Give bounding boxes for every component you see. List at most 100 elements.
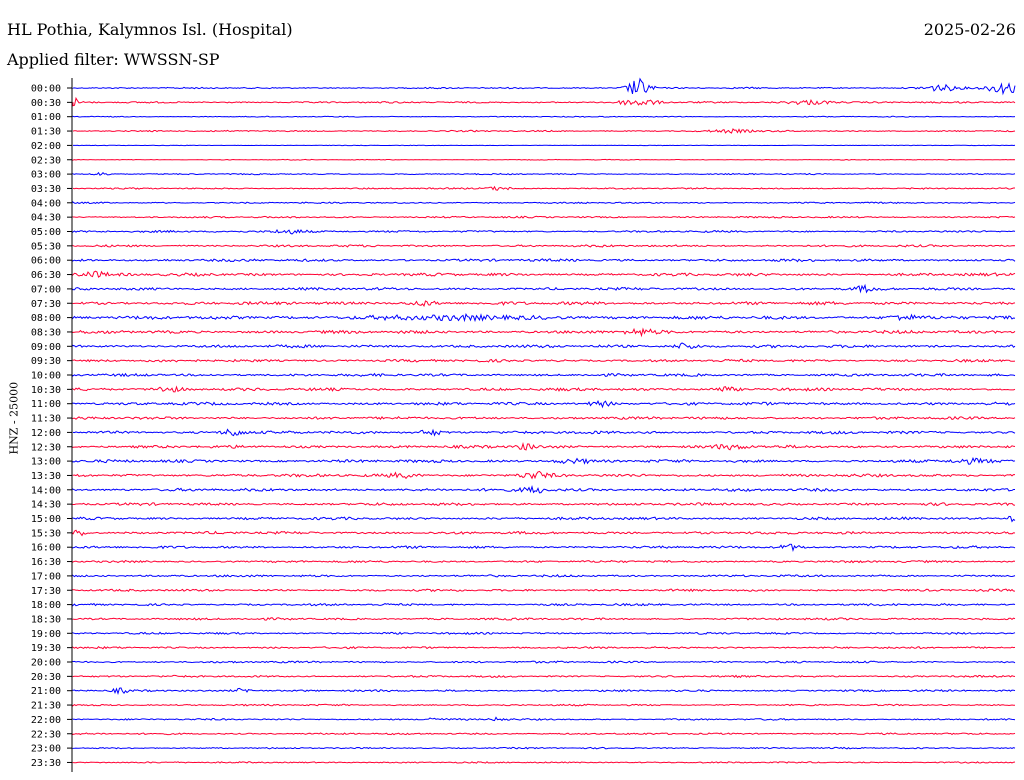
row-time-label: 04:30: [31, 213, 61, 224]
row-time-label: 04:00: [31, 198, 61, 209]
row-time-label: 21:30: [31, 701, 61, 712]
trace-row-1700: [72, 574, 1016, 578]
row-time-label: 22:00: [31, 715, 61, 726]
row-time-label: 02:30: [31, 155, 61, 166]
trace-row-0930: [72, 358, 1016, 363]
row-time-label: 06:00: [31, 256, 61, 267]
trace-row-0100: [72, 115, 1016, 118]
applied-filter-label: Applied filter: WWSSN-SP: [7, 50, 220, 69]
trace-row-1630: [72, 559, 1016, 564]
trace-row-0330: [72, 185, 1015, 191]
row-time-label: 02:00: [31, 141, 61, 152]
trace-row-1000: [72, 372, 1016, 378]
trace-row-0230: [72, 158, 1016, 161]
row-time-label: 13:30: [31, 471, 61, 482]
trace-row-0900: [72, 342, 1016, 349]
trace-row-0200: [73, 144, 1016, 147]
row-time-label: 16:00: [31, 543, 61, 554]
row-time-label: 20:30: [31, 672, 61, 683]
trace-row-2100: [72, 687, 1016, 695]
row-time-label: 14:30: [31, 500, 61, 511]
trace-row-0000: [72, 77, 1016, 96]
trace-rows: 00:00 00:30 01:00 01:30 02:00 02:30 03:00 03:30…: [31, 77, 1016, 769]
trace-row-1230: [72, 441, 1016, 451]
trace-row-1030: [72, 385, 1016, 393]
trace-row-0300: [72, 171, 1016, 176]
trace-row-1300: [72, 456, 1016, 465]
row-time-label: 03:30: [31, 184, 61, 195]
row-time-label: 00:00: [31, 84, 61, 95]
row-time-label: 17:30: [31, 586, 61, 597]
row-time-label: 23:00: [31, 744, 61, 755]
row-time-label: 01:30: [31, 127, 61, 138]
row-time-label: 10:30: [31, 385, 61, 396]
trace-row-1400: [72, 485, 1015, 494]
trace-row-2130: [72, 703, 1015, 707]
row-time-label: 00:30: [31, 98, 61, 109]
row-time-label: 19:30: [31, 643, 61, 654]
trace-row-1430: [72, 502, 1016, 507]
trace-row-0830: [72, 327, 1016, 338]
trace-row-1200: [72, 428, 1016, 437]
trace-row-1330: [72, 470, 1015, 480]
trace-row-1530: [72, 529, 1016, 537]
row-time-label: 18:00: [31, 600, 61, 611]
trace-row-2300: [72, 746, 1016, 750]
row-time-label: 09:30: [31, 356, 61, 367]
trace-row-2200: [72, 716, 1016, 722]
row-time-label: 10:00: [31, 371, 61, 382]
trace-row-1930: [72, 645, 1016, 650]
trace-row-0530: [72, 244, 1016, 248]
trace-row-0600: [72, 258, 1016, 263]
trace-row-0700: [72, 283, 1016, 294]
row-time-label: 07:00: [31, 284, 61, 295]
row-time-label: 15:30: [31, 528, 61, 539]
trace-row-2330: [72, 761, 1016, 764]
trace-row-1600: [72, 543, 1016, 553]
row-time-label: 03:00: [31, 170, 61, 181]
trace-row-0130: [72, 128, 1016, 134]
row-time-label: 06:30: [31, 270, 61, 281]
row-time-label: 17:00: [31, 571, 61, 582]
row-time-label: 16:30: [31, 557, 61, 568]
trace-row-1500: [72, 515, 1016, 523]
row-time-label: 12:30: [31, 442, 61, 453]
row-time-label: 13:00: [31, 457, 61, 468]
row-time-label: 23:30: [31, 758, 61, 769]
row-time-label: 09:00: [31, 342, 61, 353]
trace-row-0500: [72, 229, 1016, 235]
row-time-label: 18:30: [31, 614, 61, 625]
trace-row-0400: [72, 201, 1016, 205]
trace-row-0730: [72, 300, 1016, 307]
trace-row-2000: [72, 660, 1016, 664]
trace-row-1830: [72, 617, 1016, 621]
row-time-label: 07:30: [31, 299, 61, 310]
row-time-label: 20:00: [31, 658, 61, 669]
trace-row-1130: [72, 415, 1016, 421]
row-time-label: 08:00: [31, 313, 61, 324]
trace-row-0800: [72, 313, 1016, 323]
trace-row-1730: [72, 588, 1016, 593]
row-time-label: 08:30: [31, 327, 61, 338]
trace-row-1900: [72, 631, 1016, 636]
station-title: HL Pothia, Kalymnos Isl. (Hospital): [7, 20, 293, 39]
trace-row-0430: [72, 215, 1016, 219]
row-time-label: 11:30: [31, 414, 61, 425]
trace-row-0630: [72, 270, 1016, 278]
row-time-label: 21:00: [31, 686, 61, 697]
row-time-label: 12:00: [31, 428, 61, 439]
row-time-label: 15:00: [31, 514, 61, 525]
record-date: 2025-02-26: [923, 20, 1016, 39]
row-time-label: 11:00: [31, 399, 61, 410]
row-time-label: 22:30: [31, 729, 61, 740]
trace-row-0030: [72, 96, 1016, 107]
row-time-label: 14:00: [31, 485, 61, 496]
row-time-label: 19:00: [31, 629, 61, 640]
trace-row-2230: [72, 732, 1016, 736]
row-time-label: 01:00: [31, 112, 61, 123]
trace-row-2030: [72, 674, 1016, 679]
trace-row-1100: [72, 400, 1016, 409]
trace-row-1800: [72, 602, 1016, 607]
row-time-label: 05:00: [31, 227, 61, 238]
